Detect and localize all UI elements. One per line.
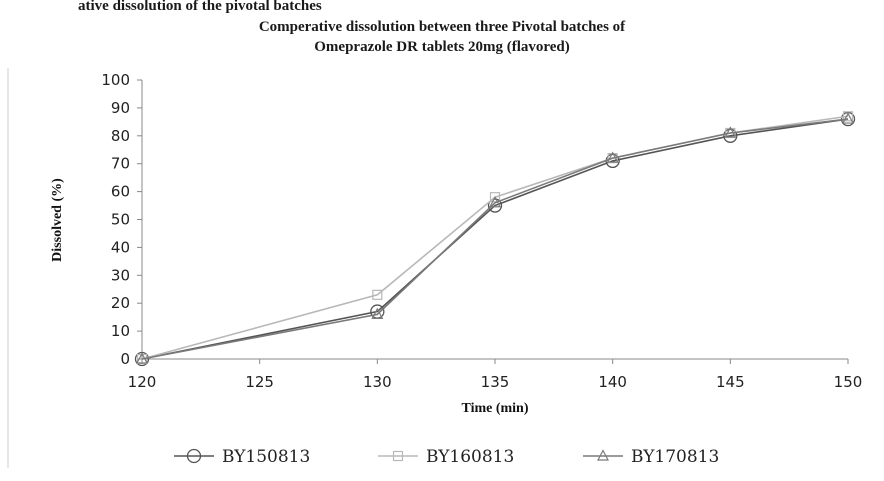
y-tick-label: 40 — [111, 238, 130, 256]
data-point — [606, 151, 619, 163]
legend-swatch-marker — [597, 449, 609, 461]
x-tick-label: 135 — [481, 373, 510, 391]
series-layer — [134, 111, 856, 367]
y-tick-label: 30 — [111, 266, 130, 284]
y-tick-label: 70 — [111, 155, 130, 173]
legend-label: BY160813 — [426, 447, 514, 467]
series-line — [141, 115, 849, 360]
y-tick-label: 0 — [120, 350, 130, 368]
x-tick-label: 130 — [363, 373, 392, 391]
legend: BY150813 BY160813 BY170813 — [174, 447, 719, 467]
legend-item: BY170813 — [583, 447, 719, 467]
y-tick-label: 100 — [101, 71, 130, 89]
data-point — [136, 352, 148, 364]
series-BY160813 — [136, 111, 854, 365]
y-axis-ticks: 0 10 20 30 40 50 60 70 80 90 100 — [101, 71, 142, 368]
data-point — [842, 112, 854, 124]
data-point — [489, 195, 501, 208]
legend-label: BY150813 — [222, 447, 310, 467]
x-axis-title: Time (min) — [461, 401, 528, 416]
x-tick-label: 145 — [716, 373, 745, 391]
y-tick-label: 90 — [111, 99, 130, 117]
chart-title-line-1: Comperative dissolution between three Pi… — [259, 19, 626, 35]
y-tick-label: 60 — [111, 183, 130, 201]
x-tick-label: 140 — [598, 373, 627, 391]
series-line — [141, 118, 849, 360]
legend-item: BY160813 — [378, 447, 514, 467]
cutoff-caption: ative dissolution of the pivotal batches — [78, 0, 322, 14]
y-tick-label: 50 — [111, 211, 130, 229]
y-tick-label: 80 — [111, 127, 130, 145]
y-axis-title: Dissolved (%) — [50, 178, 65, 262]
series-BY150813 — [134, 111, 856, 367]
series-BY170813 — [136, 112, 854, 364]
data-point — [489, 192, 501, 203]
data-point — [842, 111, 854, 122]
data-point — [487, 198, 503, 213]
data-point — [372, 289, 383, 300]
y-tick-label: 10 — [111, 322, 130, 340]
x-tick-label: 150 — [834, 373, 863, 391]
chart-title-line-2: Omeprazole DR tablets 20mg (flavored) — [314, 39, 570, 55]
data-point — [723, 128, 738, 143]
series-line — [141, 118, 849, 360]
legend-label: BY170813 — [631, 447, 719, 467]
data-point — [371, 307, 384, 319]
y-tick-label: 20 — [111, 294, 130, 312]
x-axis-ticks: 120 125 130 135 140 145 150 — [128, 359, 863, 391]
legend-swatch-marker — [186, 448, 202, 464]
x-tick-label: 125 — [245, 373, 274, 391]
legend-item: BY150813 — [174, 447, 310, 467]
data-point — [724, 126, 737, 138]
x-tick-label: 120 — [128, 373, 157, 391]
legend-swatch-marker — [392, 450, 404, 462]
